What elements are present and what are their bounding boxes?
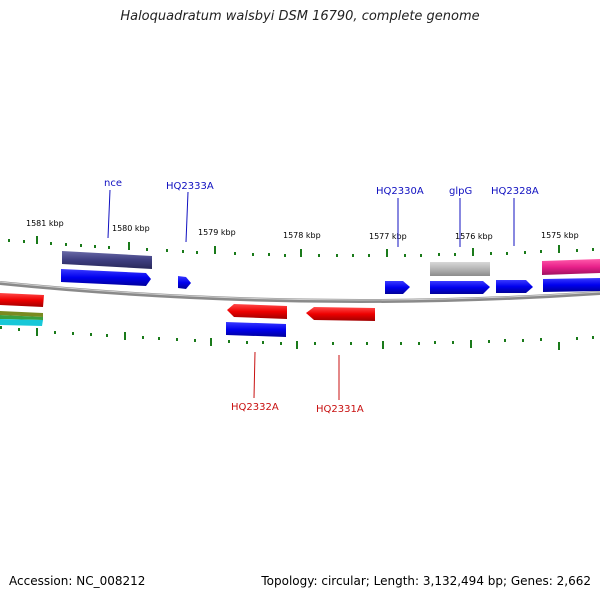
gene-forward-right[interactable]: [543, 278, 600, 292]
gene-glpG-pseudo[interactable]: [430, 262, 490, 276]
genome-title: Haloquadratum walsbyi DSM 16790, complet…: [120, 9, 480, 24]
scale-label-1578: 1578 kbp: [283, 231, 321, 240]
gene-HQ2331A[interactable]: [306, 307, 375, 321]
gene-forward-1[interactable]: [61, 269, 151, 286]
label-nce[interactable]: nce: [104, 178, 122, 189]
label-HQ2330A[interactable]: HQ2330A: [376, 186, 424, 197]
upper-scale-ticks: [8, 236, 594, 257]
gene-glpG[interactable]: [430, 281, 490, 294]
label-leader-lines: [107, 189, 515, 400]
genome-backbone: [0, 281, 600, 303]
gene-HQ2332A[interactable]: [226, 322, 286, 337]
scale-label-1577: 1577 kbp: [369, 232, 407, 241]
gene-HQ2333A[interactable]: [178, 276, 191, 289]
scale-label-1580: 1580 kbp: [112, 224, 150, 233]
gene-nce[interactable]: [62, 251, 152, 269]
scale-label-1576: 1576 kbp: [455, 232, 493, 241]
gene-left-red[interactable]: [0, 293, 44, 307]
scale-label-1579: 1579 kbp: [198, 228, 236, 237]
genome-backbone-highlight: [0, 281, 600, 301]
genome-summary-text: Topology: circular; Length: 3,132,494 bp…: [261, 574, 591, 588]
label-HQ2328A[interactable]: HQ2328A: [491, 186, 539, 197]
gene-left-cyan[interactable]: [0, 319, 43, 326]
label-HQ2331A[interactable]: HQ2331A: [316, 404, 364, 415]
left-edge-features: [0, 293, 44, 326]
lower-scale-ticks: [0, 326, 594, 350]
gene-HQ2328A[interactable]: [496, 280, 533, 293]
label-glpG[interactable]: glpG: [449, 186, 472, 197]
label-HQ2332A[interactable]: HQ2332A: [231, 402, 279, 413]
accession-text: Accession: NC_008212: [9, 574, 146, 588]
gene-HQ2332A-upper[interactable]: [227, 304, 287, 319]
gene-left-green[interactable]: [0, 315, 43, 320]
gene-HQ2330A[interactable]: [385, 281, 410, 294]
gene-magenta-right[interactable]: [542, 259, 600, 275]
scale-label-1581: 1581 kbp: [26, 219, 64, 228]
label-HQ2333A[interactable]: HQ2333A: [166, 181, 214, 192]
scale-label-1575: 1575 kbp: [541, 231, 579, 240]
